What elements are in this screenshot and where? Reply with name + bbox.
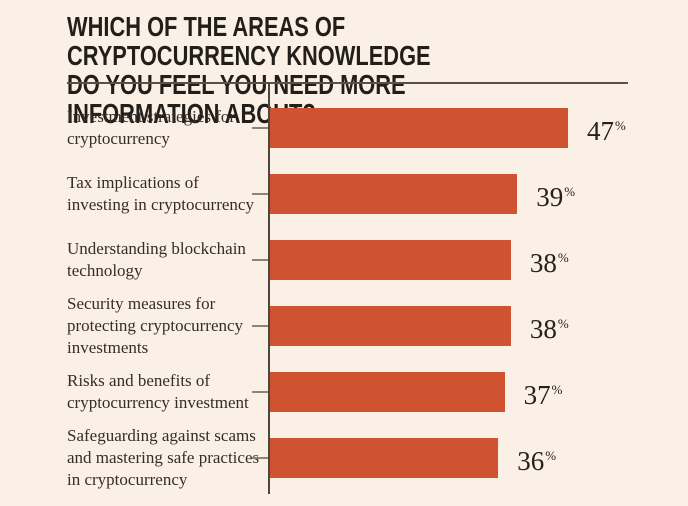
value-number: 38 [529,247,557,278]
percent-sign: % [551,381,563,397]
bar [270,372,505,412]
value-label: 38% [530,244,569,277]
y-axis-line [268,83,270,494]
value-number: 37 [523,379,551,410]
bar [270,174,518,214]
value-label: 39% [536,178,575,211]
axis-tick [252,325,268,327]
axis-tick [252,193,268,195]
bar-track: 37% [270,359,587,425]
percent-sign: % [557,249,569,265]
percent-sign: % [564,183,576,199]
percent-sign: % [557,315,569,331]
value-number: 39 [536,181,564,212]
value-number: 47 [586,115,614,146]
chart-row: Risks and benefits of cryptocurrency inv… [0,359,688,425]
bar [270,438,499,478]
percent-sign: % [614,117,626,133]
value-label: 38% [530,310,569,343]
chart-row: Safeguarding against scams and mastering… [0,425,688,491]
value-label: 47% [587,112,626,145]
bar [270,306,511,346]
bar [270,108,568,148]
bar-track: 39% [270,161,587,227]
axis-tick [252,127,268,129]
category-label: Security measures for protecting cryptoc… [67,294,244,357]
percent-sign: % [545,447,557,463]
value-number: 36 [517,445,545,476]
title-divider-line [67,82,628,84]
category-label: Risks and benefits of cryptocurrency inv… [67,371,249,412]
category-label: Tax implications of investing in cryptoc… [67,173,254,214]
chart-row: Security measures for protecting cryptoc… [0,293,688,359]
axis-tick [252,457,268,459]
value-label: 36% [517,442,556,475]
chart-row: Investment strategies for cryptocurrency… [0,95,688,161]
bar [270,240,511,280]
category-label: Investment strategies for cryptocurrency [67,107,236,148]
bar-track: 47% [270,95,626,161]
chart-row: Understanding blockchain technology 38% [0,227,688,293]
category-label: Safeguarding against scams and mastering… [67,426,260,489]
bar-track: 36% [270,425,587,491]
axis-tick [252,391,268,393]
chart-rows: Investment strategies for cryptocurrency… [0,95,688,491]
value-number: 38 [529,313,557,344]
category-label: Understanding blockchain technology [67,239,246,280]
chart-row: Tax implications of investing in cryptoc… [0,161,688,227]
axis-tick [252,259,268,261]
bar-track: 38% [270,227,587,293]
value-label: 37% [524,376,563,409]
bar-track: 38% [270,293,587,359]
